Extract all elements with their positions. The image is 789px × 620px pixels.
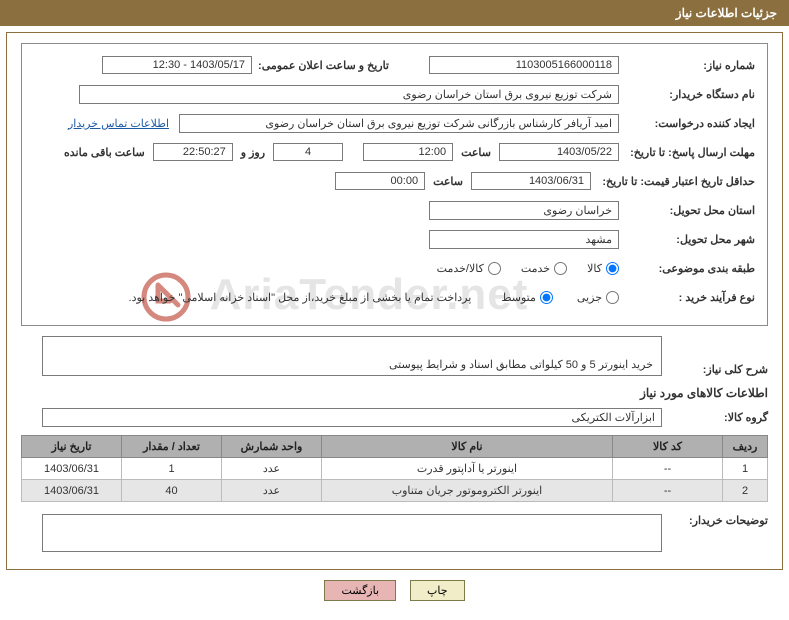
category-service[interactable]: خدمت [521,262,567,275]
items-table: ردیف کد کالا نام کالا واحد شمارش تعداد /… [21,435,768,502]
category-radio-set: کالا خدمت کالا/خدمت [437,262,619,275]
row-need-number: شماره نیاز: 1103005166000118 تاریخ و ساع… [34,54,755,76]
page-title: جزئیات اطلاعات نیاز [676,6,777,20]
buyer-org-field: شرکت توزیع نیروی برق استان خراسان رضوی [79,85,619,104]
price-validity-time-field: 00:00 [335,172,425,190]
buyer-notes-label: توضیحات خریدار: [668,514,768,527]
time-label-2: ساعت [433,175,463,188]
category-label: طبقه بندی موضوعی: [625,262,755,275]
table-row: 1 -- اینورتر یا آداپتور قدرت عدد 1 1403/… [22,458,768,480]
category-goods-service[interactable]: کالا/خدمت [437,262,501,275]
items-header-row: ردیف کد کالا نام کالا واحد شمارش تعداد /… [22,436,768,458]
category-goods-service-radio[interactable] [488,262,501,275]
payment-note: پرداخت تمام یا بخشی از مبلغ خرید،از محل … [129,291,472,304]
announce-field: 1403/05/17 - 12:30 [102,56,252,74]
requester-field: امید آریافر کارشناس بازرگانی شرکت توزیع … [179,114,619,133]
col-qty: تعداد / مقدار [122,436,222,458]
purchase-medium-radio[interactable] [540,291,553,304]
buyer-org-label: نام دستگاه خریدار: [625,88,755,101]
purchase-type-label: نوع فرآیند خرید : [625,291,755,304]
city-label: شهر محل تحویل: [625,233,755,246]
contact-link[interactable]: اطلاعات تماس خریدار [68,117,169,130]
col-code: کد کالا [613,436,723,458]
row-need-desc: شرح کلی نیاز: خرید اینورتر 5 و 50 کیلوات… [21,336,768,376]
need-number-field: 1103005166000118 [429,56,619,74]
purchase-small[interactable]: جزیی [577,291,619,304]
category-goods[interactable]: کالا [587,262,619,275]
province-field: خراسان رضوی [429,201,619,220]
row-city: شهر محل تحویل: مشهد [34,228,755,250]
main-form-box: شماره نیاز: 1103005166000118 تاریخ و ساع… [21,43,768,326]
content-outer: شماره نیاز: 1103005166000118 تاریخ و ساع… [6,32,783,570]
city-field: مشهد [429,230,619,249]
need-desc-field: خرید اینورتر 5 و 50 کیلواتی مطابق اسناد … [42,336,662,376]
response-time-field: 12:00 [363,143,453,161]
purchase-medium[interactable]: متوسط [501,291,553,304]
page-header: جزئیات اطلاعات نیاز [0,0,789,26]
goods-group-field: ابزارآلات الکتریکی [42,408,662,427]
countdown-field: 22:50:27 [153,143,233,161]
time-label-1: ساعت [461,146,491,159]
price-validity-label: حداقل تاریخ اعتبار قیمت: تا تاریخ: [597,175,755,188]
row-price-validity: حداقل تاریخ اعتبار قیمت: تا تاریخ: 1403/… [34,170,755,192]
response-deadline-label: مهلت ارسال پاسخ: تا تاریخ: [625,146,755,159]
category-service-radio[interactable] [554,262,567,275]
button-row: چاپ بازگشت [0,580,789,601]
need-desc-label: شرح کلی نیاز: [668,363,768,376]
response-date-field: 1403/05/22 [499,143,619,161]
days-field: 4 [273,143,343,161]
table-row: 2 -- اینورتر الکتروموتور جریان متناوب عد… [22,480,768,502]
need-number-label: شماره نیاز: [625,59,755,72]
goods-group-label: گروه کالا: [668,411,768,424]
row-category: طبقه بندی موضوعی: کالا خدمت کالا/خدمت [34,257,755,279]
buyer-notes-field [42,514,662,552]
col-need-date: تاریخ نیاز [22,436,122,458]
price-validity-date-field: 1403/06/31 [471,172,591,190]
row-buyer-notes: توضیحات خریدار: [21,514,768,552]
print-button[interactable]: چاپ [410,580,465,601]
col-unit: واحد شمارش [222,436,322,458]
row-goods-group: گروه کالا: ابزارآلات الکتریکی [21,406,768,428]
category-goods-radio[interactable] [606,262,619,275]
goods-info-title: اطلاعات کالاهای مورد نیاز [21,386,768,400]
row-purchase-type: نوع فرآیند خرید : جزیی متوسط پرداخت تمام… [34,286,755,308]
purchase-radio-set: جزیی متوسط [501,291,619,304]
col-row: ردیف [723,436,768,458]
remaining-label: ساعت باقی مانده [64,146,145,159]
requester-label: ایجاد کننده درخواست: [625,117,755,130]
days-and-label: روز و [241,146,265,159]
announce-label: تاریخ و ساعت اعلان عمومی: [258,59,389,72]
row-response-deadline: مهلت ارسال پاسخ: تا تاریخ: 1403/05/22 سا… [34,141,755,163]
purchase-small-radio[interactable] [606,291,619,304]
row-buyer-org: نام دستگاه خریدار: شرکت توزیع نیروی برق … [34,83,755,105]
row-province: استان محل تحویل: خراسان رضوی [34,199,755,221]
back-button[interactable]: بازگشت [324,580,396,601]
row-requester: ایجاد کننده درخواست: امید آریافر کارشناس… [34,112,755,134]
province-label: استان محل تحویل: [625,204,755,217]
col-name: نام کالا [322,436,613,458]
